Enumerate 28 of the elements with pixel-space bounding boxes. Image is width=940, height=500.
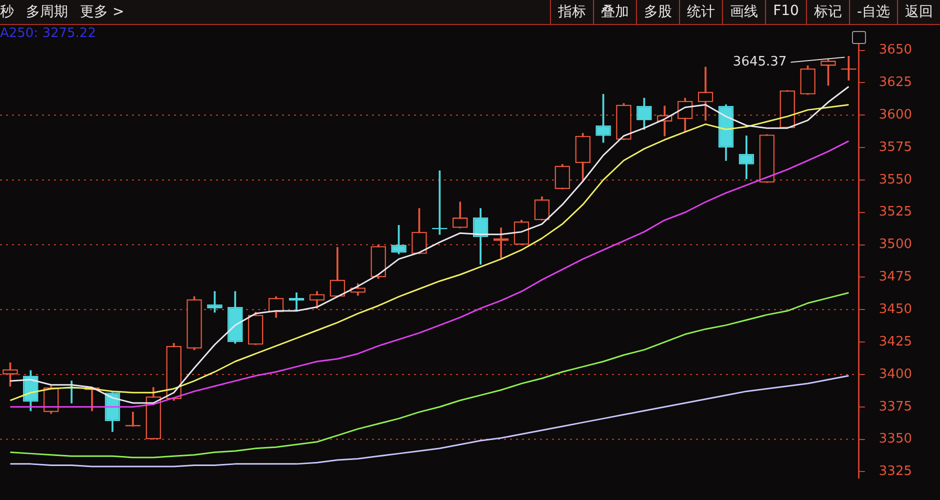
y-tick-label: 3650 — [878, 42, 912, 58]
text: 秒 — [0, 4, 14, 20]
y-tick-label: 3600 — [878, 107, 912, 122]
text: 返回 — [897, 0, 940, 24]
text: -自选 — [848, 0, 897, 24]
text: 多股 — [636, 0, 680, 24]
y-tick-label: 3625 — [878, 75, 912, 90]
y-tick-label: 3375 — [878, 399, 912, 414]
text: 标记 — [806, 0, 849, 24]
y-tick-label: 3575 — [878, 140, 912, 155]
y-tick-label: 3500 — [878, 237, 912, 252]
y-tick-label: 3525 — [878, 204, 912, 220]
y-tick-label: 3350 — [878, 432, 912, 447]
text: 指标 — [550, 0, 594, 24]
text: 叠加 — [593, 0, 636, 24]
y-tick-label: 3475 — [878, 270, 912, 285]
y-tick-label: 3400 — [878, 366, 912, 382]
text: F10 — [765, 0, 806, 24]
text: 画线 — [722, 0, 766, 24]
text: A250: 3275.22 — [0, 26, 96, 41]
y-tick-label: 3325 — [878, 464, 912, 480]
text: 多周期 — [26, 4, 68, 20]
text: 更多 > — [80, 4, 124, 20]
annotation: 3645.37 — [732, 54, 787, 70]
y-tick-label: 3450 — [878, 302, 912, 317]
y-tick-label: 3550 — [878, 172, 912, 188]
y-tick-label: 3425 — [878, 334, 912, 350]
text: 统计 — [679, 0, 722, 24]
